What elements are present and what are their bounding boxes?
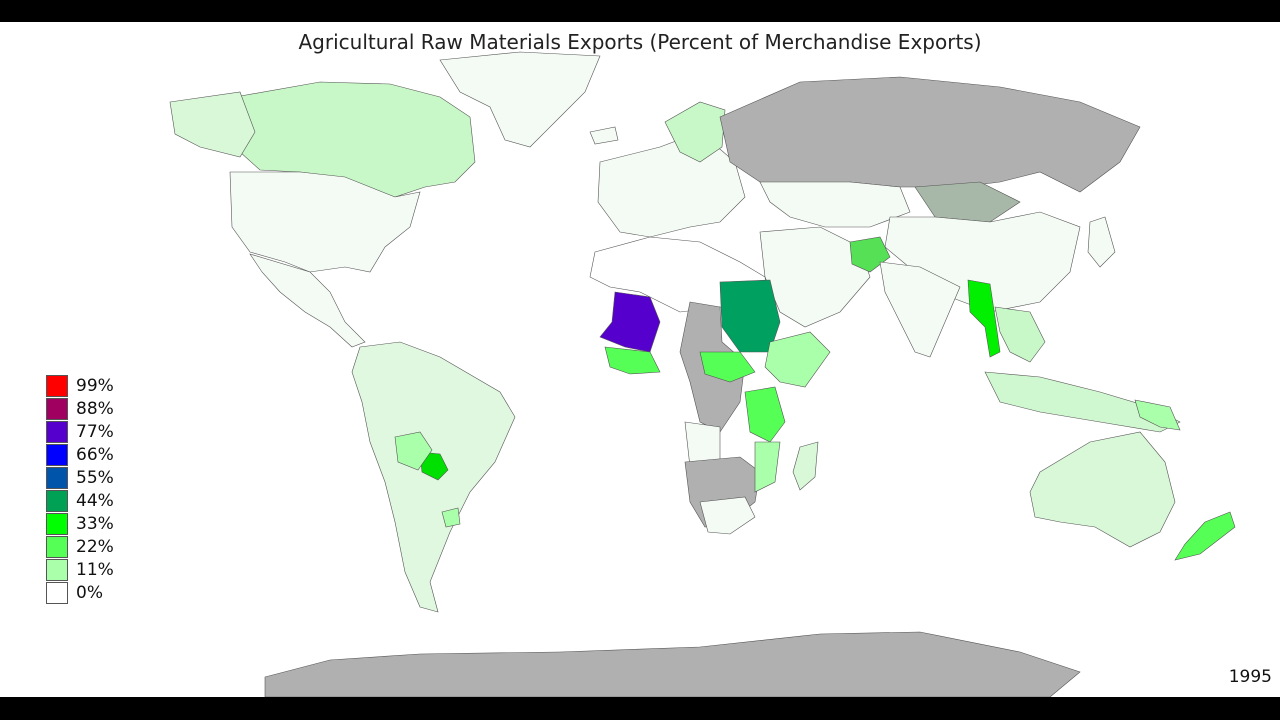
region-australia [1029,431,1176,548]
region-canada [234,81,476,198]
region-south-africa [699,496,756,535]
legend-label: 55% [76,467,114,488]
legend-item: 0% [46,581,114,604]
region-paraguay [419,451,449,481]
legend-item: 44% [46,489,114,512]
region-indonesia [984,371,1181,433]
region-europe [597,131,746,238]
legend-swatch [46,489,68,512]
region-india [879,261,961,358]
legend-label: 88% [76,398,114,419]
legend-swatch [46,535,68,558]
legend-item: 11% [46,558,114,581]
region-mozambique [754,441,781,493]
region-greenland [439,51,601,148]
region-mongolia [914,181,1021,223]
region-horn-of-africa [764,331,831,388]
region-usa [229,171,421,273]
legend-swatch [46,397,68,420]
region-uruguay [441,507,461,528]
region-sudan [719,279,781,353]
legend-swatch [46,374,68,397]
legend-item: 88% [46,397,114,420]
legend-label: 99% [76,375,114,396]
legend-item: 66% [46,443,114,466]
region-myanmar [967,279,1001,358]
year-label: 1995 [1228,667,1272,687]
legend-item: 33% [46,512,114,535]
legend-swatch [46,512,68,535]
world-map [169,51,1236,697]
legend-swatch [46,581,68,604]
legend-item: 55% [46,466,114,489]
region-bolivia [394,431,433,471]
region-southeast-asia [994,306,1046,363]
region-iceland [589,126,619,145]
region-mexico [249,253,366,348]
region-car [699,351,756,383]
legend-item: 99% [46,374,114,397]
legend: 99% 88% 77% 66% 55% 44% 33% 22% [46,374,114,604]
legend-label: 11% [76,559,114,580]
region-east-africa [744,386,786,443]
legend-item: 22% [46,535,114,558]
legend-swatch [46,558,68,581]
region-scandinavia [664,101,726,163]
region-kazakhstan [759,181,911,228]
region-russia [719,76,1141,193]
legend-label: 44% [76,490,114,511]
legend-label: 77% [76,421,114,442]
region-alaska [169,91,256,158]
region-new-zealand [1174,511,1236,561]
map-frame: Agricultural Raw Materials Exports (Perc… [0,22,1280,697]
legend-label: 33% [76,513,114,534]
region-png [1134,399,1181,431]
region-mali [599,291,661,353]
legend-swatch [46,466,68,489]
region-west-africa-coast [604,346,661,375]
legend-label: 0% [76,582,103,603]
region-japan [1087,216,1116,268]
region-antarctica [264,631,1081,697]
legend-item: 77% [46,420,114,443]
legend-swatch [46,420,68,443]
legend-swatch [46,443,68,466]
map-title: Agricultural Raw Materials Exports (Perc… [298,30,982,54]
legend-label: 66% [76,444,114,465]
legend-label: 22% [76,536,114,557]
region-madagascar [792,441,819,491]
